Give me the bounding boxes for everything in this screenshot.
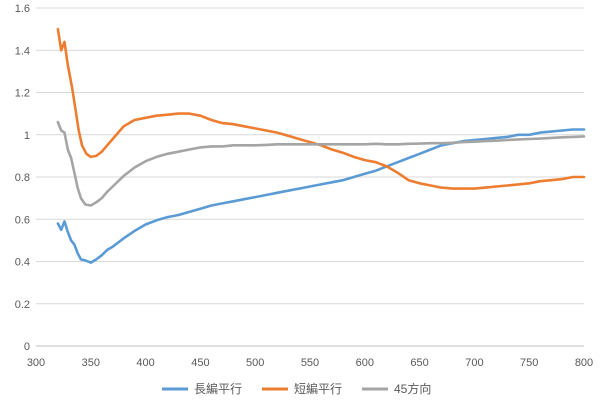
y-tick-label: 0 [24,341,30,353]
legend-label: 45方向 [394,381,431,396]
y-tick-label: 1.6 [15,3,30,15]
series-line-3 [56,120,586,207]
y-tick-label: 0.2 [15,299,30,311]
axes: 0 0.2 0.4 0.6 0.8 1 1.2 1.4 1.6 300 350 400 450 500 55… [15,3,593,369]
x-tick-label: 300 [27,357,45,369]
series-line-2 [56,27,586,190]
x-tick-label: 700 [465,357,483,369]
x-tick-label: 400 [136,357,154,369]
x-tick-label: 350 [82,357,100,369]
y-tick-label: 1.4 [15,45,30,57]
y-tick-label: 1.2 [15,88,30,100]
series-lines [56,27,586,264]
y-tick-label: 1 [24,130,30,142]
legend: 長編平行 短編平行 45方向 [162,381,431,396]
y-tick-label: 0.6 [15,214,30,226]
x-tick-label: 600 [356,357,374,369]
x-tick-label: 750 [520,357,538,369]
y-tick-label: 0.8 [15,172,30,184]
x-tick-label: 500 [246,357,264,369]
x-tick-label: 650 [410,357,428,369]
y-tick-label: 0.4 [15,257,30,269]
legend-label: 長編平行 [194,381,242,396]
series-line-1 [56,128,586,264]
x-tick-label: 800 [575,357,593,369]
x-tick-label: 550 [301,357,319,369]
x-tick-label: 450 [191,357,209,369]
legend-label: 短編平行 [294,381,342,396]
gridlines [36,7,584,305]
